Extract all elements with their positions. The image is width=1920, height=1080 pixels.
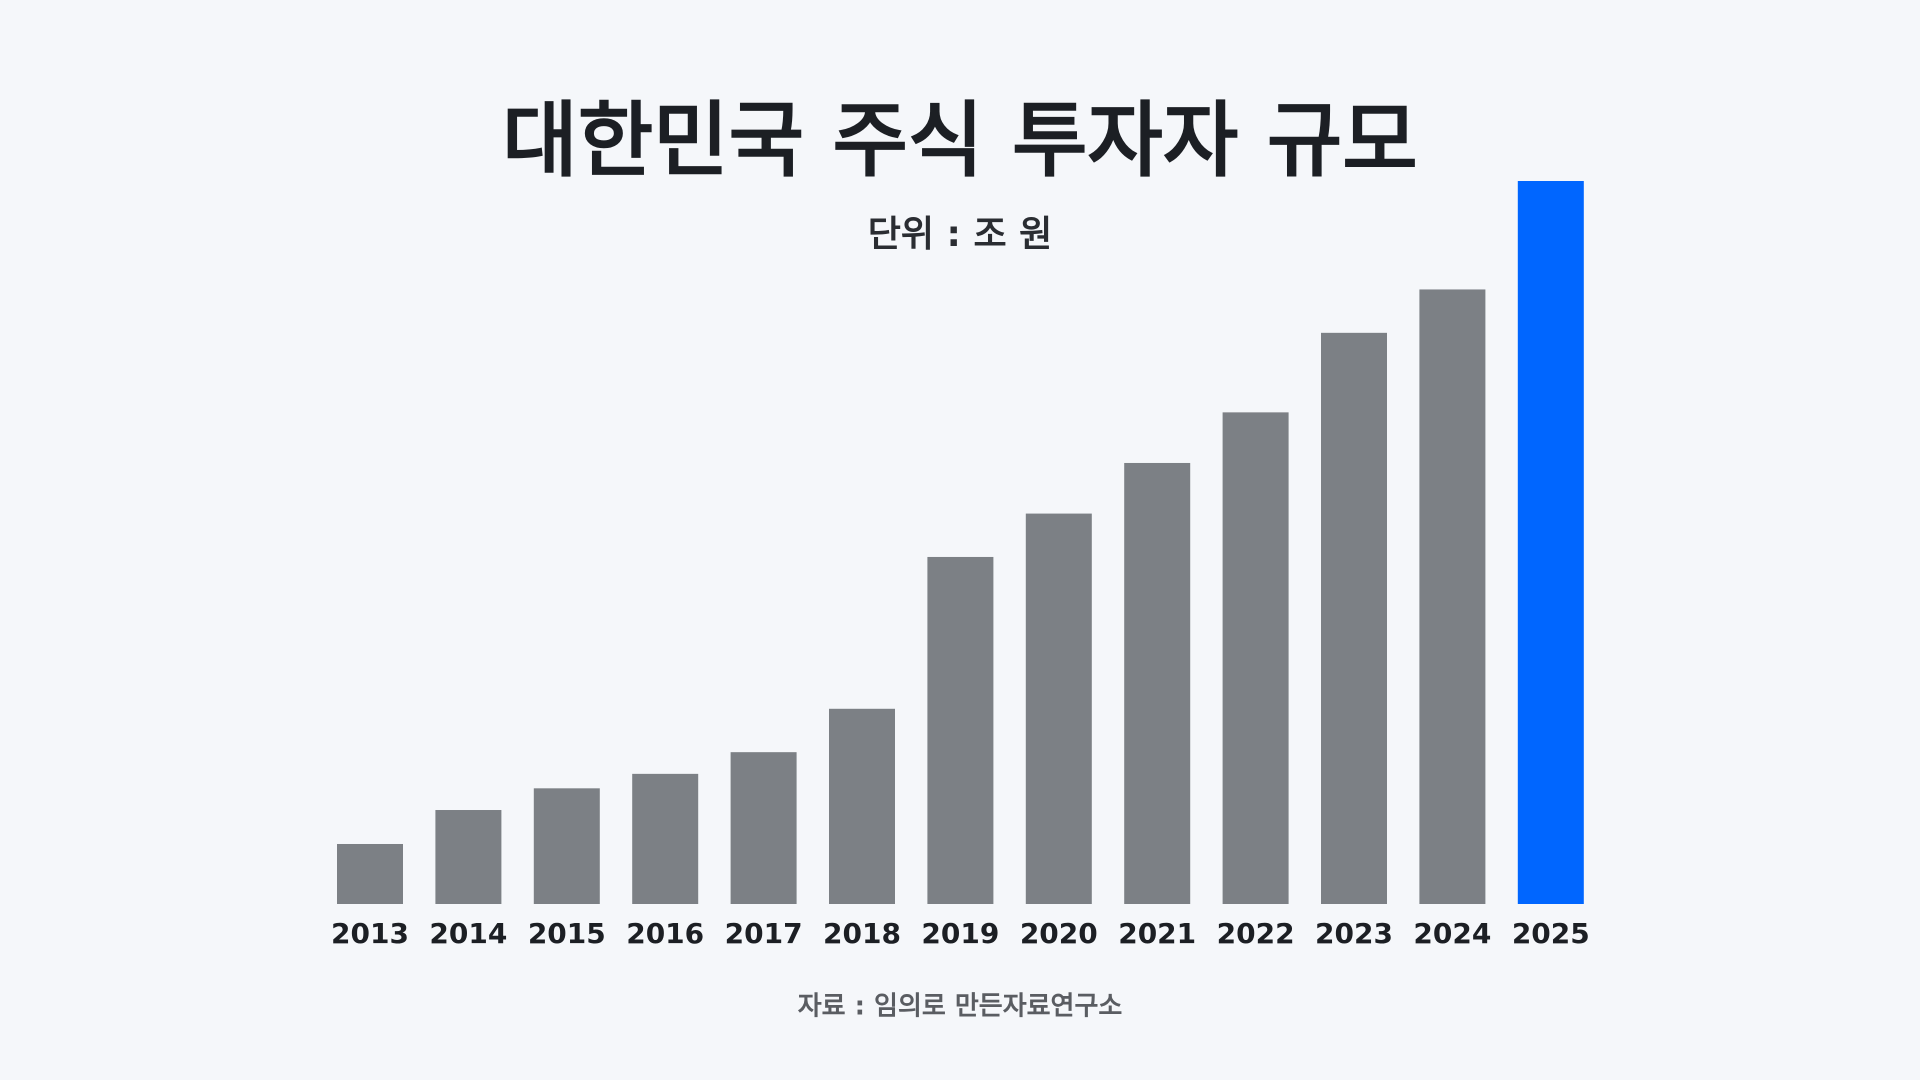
bar [1124, 462, 1191, 904]
bar [1222, 412, 1289, 904]
x-tick-label: 2023 [1315, 917, 1393, 950]
bar [730, 752, 797, 904]
x-tick-label: 2025 [1512, 917, 1590, 950]
bar [927, 556, 994, 904]
x-tick-label: 2017 [725, 917, 803, 950]
x-tick-label: 2016 [626, 917, 704, 950]
bar [829, 708, 895, 904]
x-tick-label: 2018 [823, 917, 901, 950]
bar [1321, 332, 1387, 905]
bar [435, 810, 502, 904]
bar [1517, 181, 1584, 904]
x-tick-label: 2014 [429, 917, 507, 950]
source-note: 자료 : 임의로 만든자료연구소 [798, 992, 1123, 1022]
x-tick-label: 2013 [331, 917, 409, 950]
bar [632, 773, 699, 904]
bar [533, 788, 600, 904]
x-tick-label: 2015 [528, 917, 606, 950]
x-tick-label: 2024 [1413, 917, 1491, 950]
x-tick-label: 2019 [921, 917, 999, 950]
x-tick-label: 2022 [1217, 917, 1295, 950]
chart-subtitle: 단위 : 조 원 [868, 214, 1052, 255]
bar [1419, 289, 1486, 904]
x-tick-label: 2021 [1118, 917, 1196, 950]
bar [1025, 513, 1092, 904]
chart-title: 대한민국 주식 투자자 규모 [502, 93, 1417, 188]
bar [337, 843, 403, 904]
x-tick-label: 2020 [1020, 917, 1098, 950]
